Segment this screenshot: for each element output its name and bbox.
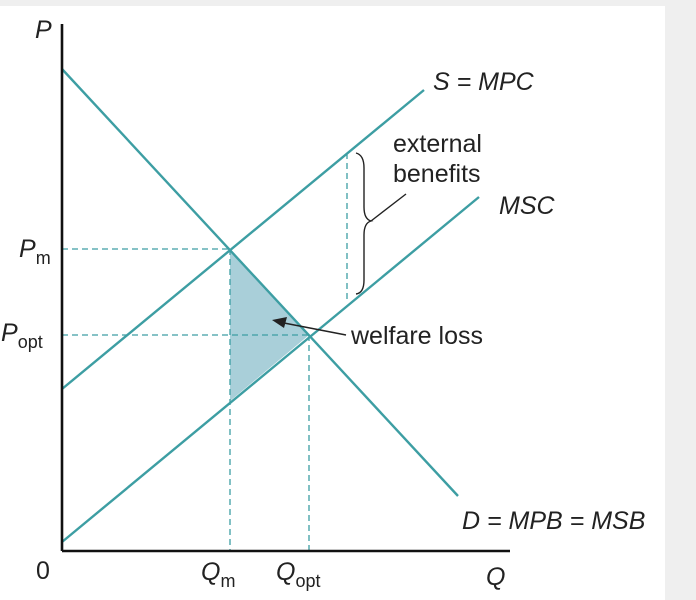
origin-label: 0 <box>36 557 50 585</box>
qopt-label: Qopt <box>276 558 320 591</box>
brace-pointer-line <box>370 193 407 222</box>
demand-curve-label: D = MPB = MSB <box>462 507 645 535</box>
msc-curve <box>61 196 480 543</box>
qm-label-main: Q <box>201 558 220 586</box>
supply-mpc-curve <box>61 89 425 390</box>
y-axis-label: P <box>35 16 52 44</box>
external-benefits-label-line2: benefits <box>393 160 481 188</box>
popt-label-sub: opt <box>18 332 43 352</box>
welfare-loss-area <box>230 249 309 401</box>
welfare-loss-arrow-line <box>283 322 347 336</box>
demand-curve <box>61 68 459 497</box>
qopt-label-sub: opt <box>295 571 320 591</box>
qopt-label-main: Q <box>276 558 295 586</box>
external-benefits-brace <box>355 152 374 295</box>
qm-label-sub: m <box>220 571 235 591</box>
pm-label-main: P <box>19 235 36 263</box>
qm-label: Qm <box>201 558 235 591</box>
external-benefits-label-line1: external <box>393 130 482 158</box>
supply-curve-label: S = MPC <box>433 68 535 96</box>
popt-label-main: P <box>1 319 18 347</box>
x-axis-label: Q <box>486 563 505 591</box>
welfare-loss-label: welfare loss <box>350 322 483 350</box>
msc-curve-label: MSC <box>499 192 556 220</box>
pm-label-sub: m <box>36 248 51 268</box>
popt-label: Popt <box>1 319 43 352</box>
pm-label: Pm <box>19 235 51 268</box>
welfare-loss-arrow-head <box>272 317 287 328</box>
